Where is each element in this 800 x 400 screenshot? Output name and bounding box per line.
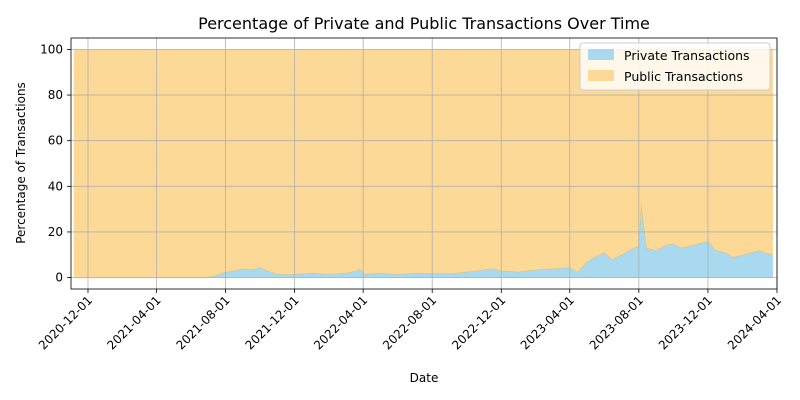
x-tick-label: 2020-12-01 — [36, 293, 95, 352]
y-tick-label: 0 — [55, 271, 63, 285]
x-tick-label: 2022-04-01 — [311, 293, 370, 352]
legend-label-public: Public Transactions — [624, 69, 743, 84]
legend-swatch-public — [588, 70, 614, 81]
y-axis: 0 20 40 60 80 100 — [40, 42, 71, 285]
y-tick-label: 40 — [48, 179, 63, 193]
area-series-private — [73, 202, 774, 278]
y-axis-label: Percentage of Transactions — [14, 82, 28, 244]
x-axis-label: Date — [410, 371, 439, 385]
x-tick-label: 2024-04-01 — [725, 293, 784, 352]
x-tick-label: 2023-04-01 — [518, 293, 577, 352]
x-tick-label: 2023-08-01 — [587, 293, 646, 352]
x-tick-label: 2021-04-01 — [104, 293, 163, 352]
x-tick-label: 2021-12-01 — [243, 293, 302, 352]
area-series-public — [73, 49, 774, 278]
x-axis: 2020-12-01 2021-04-01 2021-08-01 2021-12-01… — [36, 289, 784, 352]
plot-frame — [70, 37, 778, 290]
x-tick-label: 2023-12-01 — [656, 293, 715, 352]
legend: Private Transactions Public Transactions — [579, 42, 771, 91]
x-tick-label: 2022-08-01 — [380, 293, 439, 352]
y-tick-label: 80 — [48, 88, 63, 102]
legend-swatch-private — [588, 49, 614, 60]
y-tick-label: 20 — [48, 225, 63, 239]
y-tick-label: 60 — [48, 134, 63, 148]
x-tick-label: 2021-08-01 — [173, 293, 232, 352]
plot-area — [70, 37, 778, 290]
x-tick-label: 2022-12-01 — [449, 293, 508, 352]
legend-label-private: Private Transactions — [624, 48, 750, 63]
legend-box — [579, 42, 771, 91]
y-tick-label: 100 — [40, 42, 63, 56]
chart-title: Percentage of Private and Public Transac… — [198, 14, 650, 33]
